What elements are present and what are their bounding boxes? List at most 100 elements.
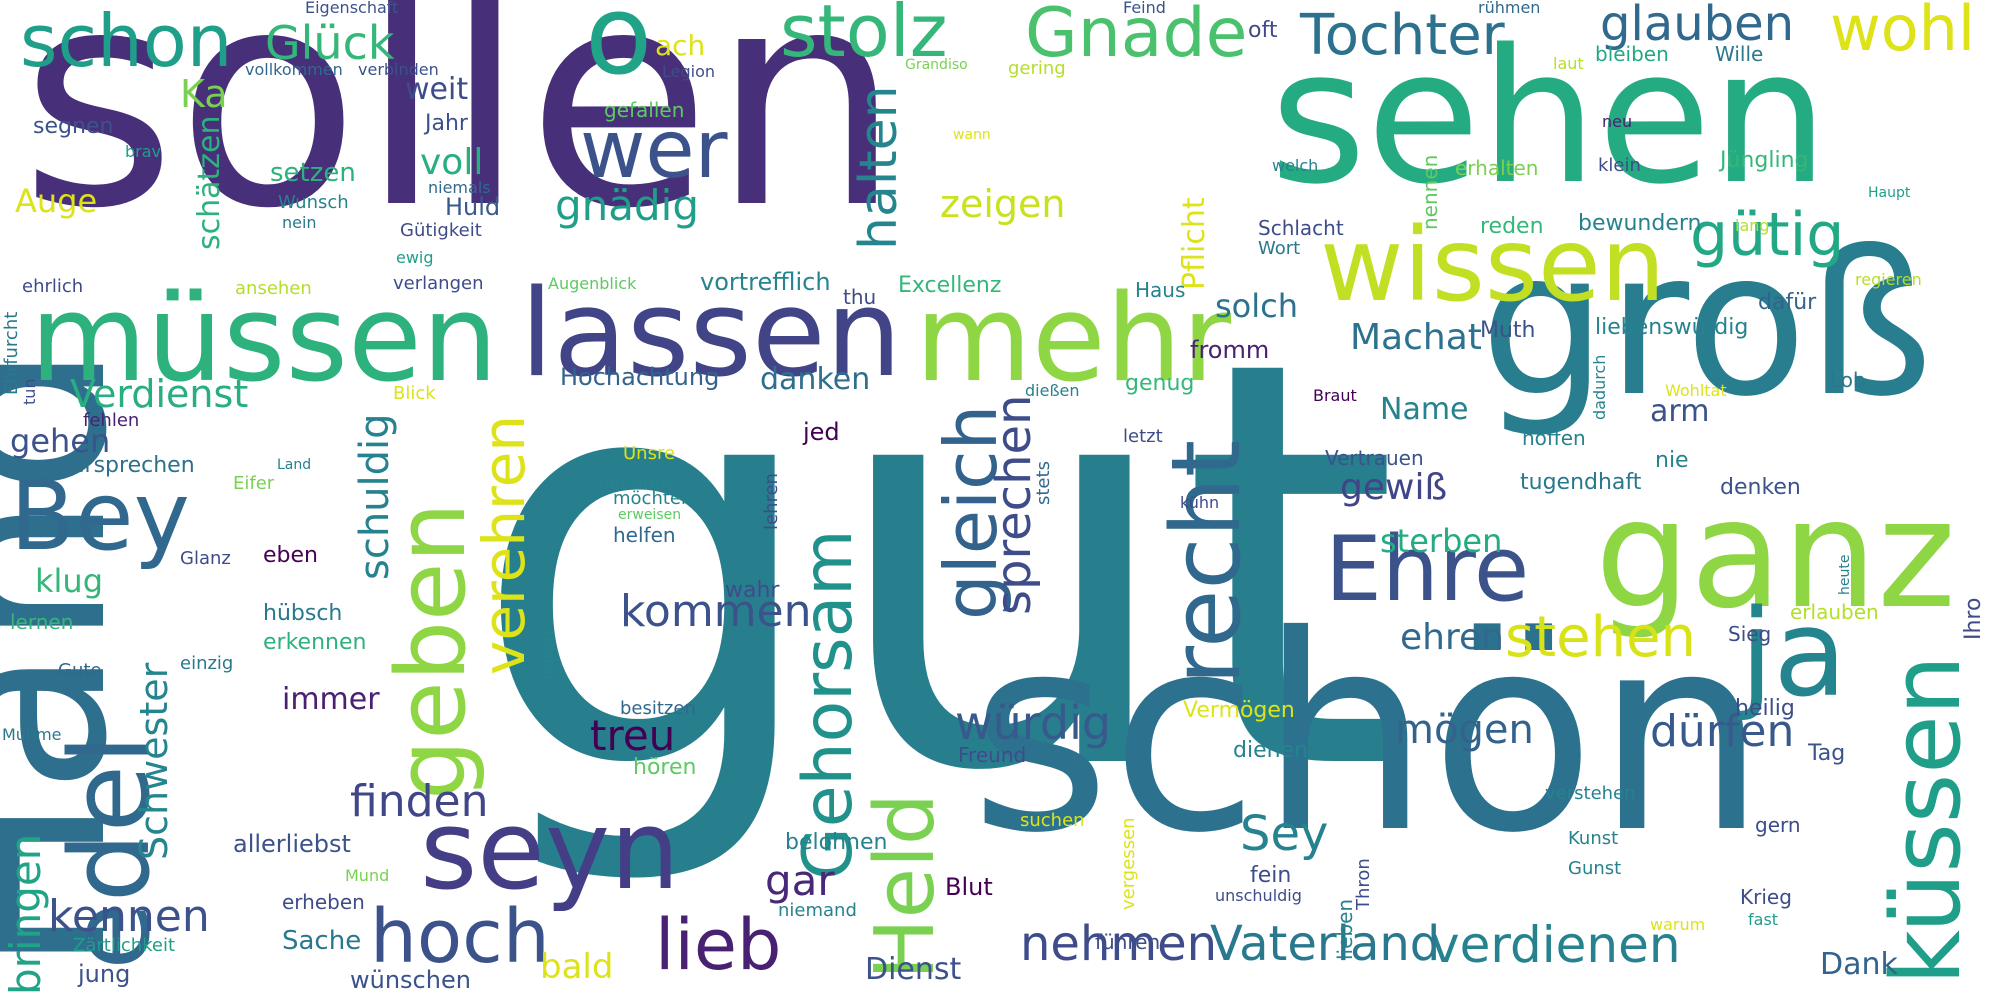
word-dienst: Dienst xyxy=(865,952,962,987)
word-bald: bald xyxy=(540,947,614,987)
word-verdienst: Verdienst xyxy=(70,372,249,416)
word-gehen: gehen xyxy=(10,422,111,460)
word-erweisen: erweisen xyxy=(618,507,682,523)
word-ehren: ehren xyxy=(1400,617,1504,658)
word-eben: eben xyxy=(263,543,318,568)
word-braut: Braut xyxy=(1313,386,1357,405)
word-schaetzen: schätzen xyxy=(192,115,227,250)
word-oft: oft xyxy=(1248,18,1278,43)
word-schoen: schön xyxy=(970,577,1767,892)
word-excellenz: Excellenz xyxy=(898,273,1002,298)
word-verbinden: verbinden xyxy=(358,60,439,79)
word-lieb: lieb xyxy=(655,904,782,986)
word-loben: loben xyxy=(538,630,559,680)
word-eigenschaft: Eigenschaft xyxy=(305,0,399,17)
word-besitzen: besitzen xyxy=(620,698,696,719)
word-lernen: lernen xyxy=(10,610,74,634)
word-treu: treu xyxy=(590,711,676,760)
word-nennen: nennen xyxy=(1418,154,1442,230)
word-schuldig: schuldig xyxy=(352,413,398,580)
word-schlacht: Schlacht xyxy=(1258,216,1344,240)
word-dienen: dienen xyxy=(1233,738,1309,763)
word-einzig: einzig xyxy=(180,653,234,674)
word-thu: thu xyxy=(843,285,877,309)
word-klug: klug xyxy=(35,562,104,600)
word-augenblick: Augenblick xyxy=(548,274,637,293)
word-lassen: lassen xyxy=(520,265,902,404)
word-danken: danken xyxy=(760,362,871,397)
word-immer: immer xyxy=(282,682,380,717)
word-gefallen: gefallen xyxy=(604,98,685,122)
word-niemand: niemand xyxy=(778,900,857,921)
word-verstehen: verstehen xyxy=(1545,783,1636,804)
word-sollen: sollen xyxy=(20,0,902,274)
word-seyn: seyn xyxy=(420,786,680,914)
word-glanz: Glanz xyxy=(180,548,231,569)
word-suchen: suchen xyxy=(1020,810,1085,831)
word-legion: Legion xyxy=(662,62,716,81)
word-glauben: glauben xyxy=(1600,0,1795,52)
word-gross: groß xyxy=(1480,208,1934,441)
word-ganz: ganz xyxy=(1595,468,1956,642)
word-wissen: wissen xyxy=(1320,206,1666,325)
word-ja: ja xyxy=(1740,585,1847,724)
word-tochter: Tochter xyxy=(1300,3,1505,68)
word-kuehn: kühn xyxy=(1180,493,1220,512)
word-moechten: möchten xyxy=(613,488,693,509)
word-duerfen: dürfen xyxy=(1650,706,1795,757)
word-juengling: Jüngling xyxy=(1720,148,1809,173)
word-fast: fast xyxy=(1748,910,1779,929)
word-allerliebst: allerliebst xyxy=(233,830,351,858)
word-kuessen: küssen xyxy=(1872,655,1982,985)
word-erkennen: erkennen xyxy=(263,630,367,655)
word-kommen: kommen xyxy=(620,586,812,637)
word-pflicht: Pflicht xyxy=(1177,197,1212,290)
word-muessen: müssen xyxy=(30,270,498,409)
word-ruehmen: rühmen xyxy=(1478,0,1541,17)
word-segnen: segnen xyxy=(33,114,114,139)
word-wunsch: Wunsch xyxy=(278,192,349,213)
word-sache: Sache xyxy=(282,926,362,956)
word-setzen: setzen xyxy=(270,158,356,188)
word-bey: Bey xyxy=(10,462,190,572)
word-zeigen: zeigen xyxy=(940,182,1066,226)
word-muth: Muth xyxy=(1480,318,1536,343)
word-tugendhaft: tugendhaft xyxy=(1520,470,1642,495)
word-huld: Huld xyxy=(445,193,501,221)
word-dafuer: dafür xyxy=(1758,290,1817,315)
word-fromm: fromm xyxy=(1190,336,1270,364)
word-stehen: stehen xyxy=(1505,605,1697,670)
word-schwester: Schwester xyxy=(132,662,176,860)
word-ehrfurcht: Ehrfurcht xyxy=(1,311,22,395)
word-tag: Tag xyxy=(1808,741,1846,766)
word-stolz: stolz xyxy=(780,0,948,73)
word-weit: weit xyxy=(405,72,469,107)
word-erhalten: erhalten xyxy=(1455,156,1539,180)
word-guetigkeit: Gütigkeit xyxy=(400,220,482,241)
word-fein: fein xyxy=(1250,863,1292,888)
word-unsre: Unsre xyxy=(623,443,676,464)
word-neu: neu xyxy=(1602,112,1633,131)
word-diessen: dießen xyxy=(1025,381,1080,400)
word-bringen: bringen xyxy=(1,833,50,995)
word-kennen: kennen xyxy=(48,891,210,942)
word-wahr: wahr xyxy=(725,578,780,603)
word-reden: reden xyxy=(1480,214,1544,239)
word-ehre: Ehre xyxy=(1325,517,1530,622)
word-mehr: mehr xyxy=(915,270,1232,409)
word-verehren: verehren xyxy=(470,414,538,675)
word-jung: jung xyxy=(78,960,131,988)
word-unschuldig: unschuldig xyxy=(1215,886,1302,905)
word-sprechen: sprechen xyxy=(986,394,1042,615)
word-ansehen: ansehen xyxy=(235,278,312,299)
word-gehorsam: Gehorsam xyxy=(789,529,868,880)
word-gute: Gute xyxy=(58,660,102,681)
word-bewundern: bewundern xyxy=(1578,211,1702,236)
word-wohltat: Wohltat xyxy=(1665,381,1727,400)
word-blick: Blick xyxy=(393,383,436,404)
word-bleiben: bleiben xyxy=(1595,42,1669,66)
word-moegen: mögen xyxy=(1395,707,1534,753)
word-dank: Dank xyxy=(1820,947,1898,982)
word-huebsch: hübsch xyxy=(263,601,343,626)
word-muhme: Muhme xyxy=(2,725,62,744)
